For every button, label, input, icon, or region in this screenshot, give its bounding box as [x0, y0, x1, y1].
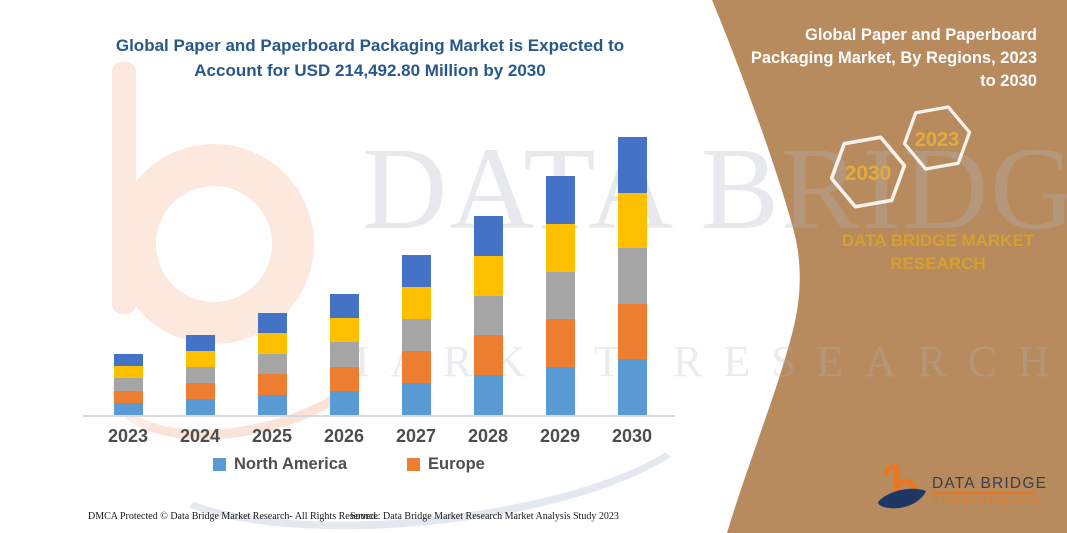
legend-item-north-america: North America: [213, 454, 347, 474]
bar-segment-2023-europe: [113, 390, 143, 403]
bar-segment-2024-europe: [185, 383, 215, 399]
legend-swatch-europe: [407, 457, 420, 471]
watermark-text-market-research: MARKET RESEARCH: [330, 337, 1067, 386]
bar-segment-2027-europe: [401, 351, 431, 383]
bar-segment-2027-north-america: [401, 383, 431, 415]
bar-segment-2024-unlabeled-yellow-: [185, 351, 215, 367]
chart-title: Global Paper and Paperboard Packaging Ma…: [70, 33, 670, 83]
bar-segment-2030-north-america: [617, 359, 647, 415]
x-axis-label-2027: 2027: [395, 426, 437, 446]
bar-segment-2029-unlabeled-blue-: [545, 176, 575, 224]
x-axis-label-2025: 2025: [251, 426, 293, 446]
bar-segment-2025-unlabeled-yellow-: [257, 333, 287, 354]
legend-item-europe: Europe: [407, 454, 485, 474]
bar-segment-2024-north-america: [185, 399, 215, 415]
right-panel-title-line-3: to 2030: [980, 72, 1037, 90]
bar-segment-2023-unlabeled-blue-: [113, 354, 143, 367]
brand-caption-line-2: RESEARCH: [890, 254, 986, 273]
bar-segment-2028-unlabeled-yellow-: [473, 255, 503, 296]
bar-segment-2025-unlabeled-gray-: [257, 353, 287, 375]
brand-caption: DATA BRIDGE MARKET RESEARCH: [812, 229, 1064, 275]
bar-segment-2029-europe: [545, 319, 575, 368]
right-panel-title-line-1: Global Paper and Paperboard: [805, 26, 1037, 44]
footer-source-text: Source: Data Bridge Market Research Mark…: [350, 511, 619, 522]
right-panel-title-line-2: Packaging Market, By Regions, 2023: [750, 49, 1037, 67]
x-axis-label-2030: 2030: [611, 426, 653, 446]
bar-segment-2030-unlabeled-yellow-: [617, 192, 647, 249]
legend-label-north-america: North America: [234, 454, 348, 473]
bar-segment-2026-unlabeled-gray-: [329, 342, 359, 367]
bar-segment-2030-unlabeled-gray-: [617, 248, 647, 304]
bar-segment-2024-unlabeled-gray-: [185, 367, 215, 383]
right-panel-title: Global Paper and Paperboard Packaging Ma…: [705, 24, 1037, 93]
footer-dmca-text: DMCA Protected © Data Bridge Market Rese…: [88, 511, 379, 522]
bar-segment-2023-unlabeled-yellow-: [113, 366, 143, 379]
bar-segment-2029-unlabeled-yellow-: [545, 223, 575, 272]
bar-segment-2026-unlabeled-blue-: [329, 294, 359, 319]
chart-title-line-1: Global Paper and Paperboard Packaging Ma…: [115, 36, 625, 55]
bar-segment-2025-unlabeled-blue-: [257, 313, 287, 334]
bar-segment-2027-unlabeled-yellow-: [401, 287, 431, 319]
bar-segment-2025-europe: [257, 374, 287, 395]
chart-title-line-2: Account for USD 214,492.80 Million by 20…: [194, 61, 546, 80]
bar-segment-2025-north-america: [257, 394, 287, 415]
bar-segment-2028-unlabeled-blue-: [473, 216, 503, 256]
bar-segment-2030-europe: [617, 303, 647, 360]
bar-segment-2026-north-america: [329, 390, 359, 415]
bar-segment-2027-unlabeled-blue-: [401, 255, 431, 287]
x-axis-label-2024: 2024: [179, 426, 221, 446]
bar-segment-2024-unlabeled-blue-: [185, 335, 215, 351]
brand-caption-line-1: DATA BRIDGE MARKET: [841, 231, 1035, 250]
legend-swatch-north-america: [213, 457, 226, 471]
bar-segment-2026-unlabeled-yellow-: [329, 318, 359, 343]
legend-label-europe: Europe: [428, 454, 485, 473]
bar-segment-2023-unlabeled-gray-: [113, 378, 143, 391]
bar-segment-2030-unlabeled-blue-: [617, 137, 647, 193]
bar-segment-2027-unlabeled-gray-: [401, 319, 431, 351]
x-axis-label-2028: 2028: [467, 426, 509, 446]
x-axis-label-2026: 2026: [323, 426, 365, 446]
x-axis-line: [83, 415, 675, 417]
x-axis-label-2029: 2029: [539, 426, 581, 446]
bar-segment-2029-unlabeled-gray-: [545, 271, 575, 320]
x-axis-label-2023: 2023: [107, 426, 149, 446]
bar-segment-2028-europe: [473, 335, 503, 376]
bar-segment-2029-north-america: [545, 367, 575, 415]
brown-panel-shape: [712, 0, 1067, 533]
bar-segment-2026-europe: [329, 366, 359, 391]
bar-segment-2028-north-america: [473, 375, 503, 415]
bar-segment-2023-north-america: [113, 402, 143, 415]
bar-segment-2028-unlabeled-gray-: [473, 295, 503, 336]
